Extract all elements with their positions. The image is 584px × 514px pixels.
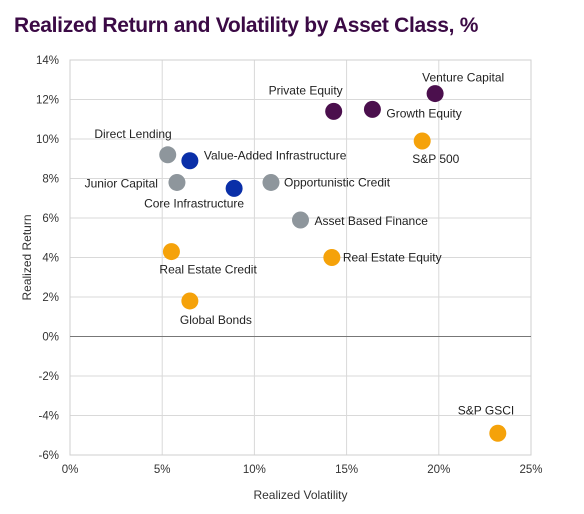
y-tick-label: 4% xyxy=(42,253,59,265)
point-junior-capital xyxy=(168,173,186,191)
label-venture-capital: Venture Capital xyxy=(422,71,504,85)
x-tick-label: 0% xyxy=(62,464,79,476)
y-tick-label: -2% xyxy=(39,371,59,383)
label-sandp-gsci: S&P GSCI xyxy=(458,403,514,417)
label-direct-lending: Direct Lending xyxy=(94,127,171,141)
y-tick-label: 6% xyxy=(42,213,59,225)
x-tick-label: 10% xyxy=(243,464,266,476)
label-real-estate-equity: Real Estate Equity xyxy=(343,251,442,265)
axes: 0% 5% 10% 15% 20% 25% -6% -4% -2% 0% 2% 4% 6% 8% 10% 12… xyxy=(36,55,543,476)
y-tick-label: 14% xyxy=(36,55,59,67)
label-sandp-500: S&P 500 xyxy=(412,152,459,166)
y-tick-label: 0% xyxy=(42,332,59,344)
y-tick-label: 10% xyxy=(36,134,59,146)
y-tick-label: 12% xyxy=(36,95,59,107)
plot-border xyxy=(69,59,532,456)
y-tick-label: 8% xyxy=(42,174,59,186)
label-value-added-infrastructure: Value-Added Infrastructure xyxy=(204,149,347,163)
point-core-infrastructure xyxy=(225,179,243,197)
point-real-estate-equity xyxy=(323,249,341,266)
x-tick-label: 20% xyxy=(427,464,450,476)
y-axis-label: Realized Return xyxy=(20,214,34,300)
y-tick-label: -6% xyxy=(39,450,59,462)
point-opportunistic-credit xyxy=(262,173,280,191)
point-value-added-infrastructure xyxy=(181,152,199,170)
point-asset-based-finance xyxy=(292,211,309,229)
x-tick-label: 25% xyxy=(519,464,542,476)
label-opportunistic-credit: Opportunistic Credit xyxy=(284,175,391,189)
data-points: Venture Capital Private Equity Growth Equi… xyxy=(85,71,514,442)
chart-title: Realized Return and Volatility by Asset … xyxy=(14,14,479,37)
point-growth-equity xyxy=(363,100,381,118)
point-venture-capital xyxy=(426,85,444,103)
x-tick-label: 5% xyxy=(154,464,171,476)
point-direct-lending xyxy=(159,146,177,164)
point-private-equity xyxy=(325,102,343,120)
label-junior-capital: Junior Capital xyxy=(85,176,158,190)
y-tick-label: 2% xyxy=(42,292,59,304)
point-sandp-gsci xyxy=(489,424,507,442)
label-core-infrastructure: Core Infrastructure xyxy=(144,196,244,210)
label-private-equity: Private Equity xyxy=(269,83,343,97)
label-asset-based-finance: Asset Based Finance xyxy=(315,214,429,228)
grid-lines xyxy=(69,59,532,456)
y-tick-label: -4% xyxy=(39,411,59,423)
label-growth-equity: Growth Equity xyxy=(386,106,461,120)
x-axis-label: Realized Volatility xyxy=(253,488,347,502)
point-real-estate-credit xyxy=(162,243,180,261)
point-global-bonds xyxy=(181,292,199,310)
label-global-bonds: Global Bonds xyxy=(180,313,252,327)
x-tick-label: 15% xyxy=(335,464,358,476)
label-real-estate-credit: Real Estate Credit xyxy=(159,263,257,277)
point-sandp-500 xyxy=(413,132,431,150)
